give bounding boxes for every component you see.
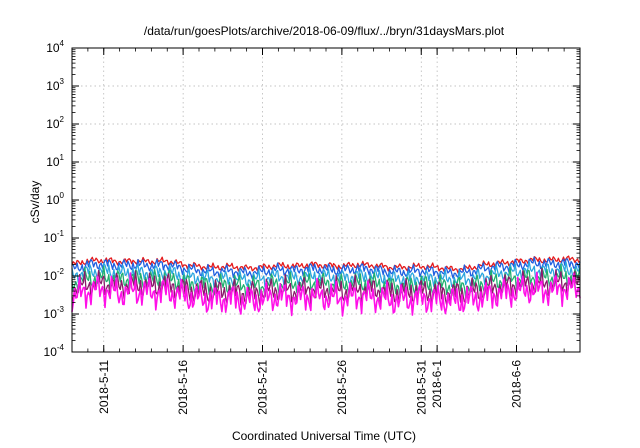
x-tick-label: 2018-5-31 <box>414 360 428 415</box>
x-tick-label: 2018-5-11 <box>97 360 111 414</box>
y-tick-label: 101 <box>46 153 64 169</box>
y-axis-ticks: 10-4 10-3 10-2 10-1 100 101 102 103 104 <box>44 39 580 359</box>
x-axis-label: Coordinated Universal Time (UTC) <box>232 429 416 443</box>
x-tick-label: 2018-6-1 <box>430 360 444 408</box>
y-tick-label: 102 <box>46 115 64 131</box>
y-tick-label: 10-4 <box>44 343 65 359</box>
x-tick-label: 2018-5-26 <box>335 360 349 415</box>
x-tick-label: 2018-6-6 <box>510 360 524 408</box>
x-tick-label: 2018-5-21 <box>256 360 270 415</box>
grid-lines <box>72 48 580 352</box>
y-tick-label: 104 <box>46 39 64 55</box>
y-tick-label: 10-3 <box>44 305 65 321</box>
x-tick-label: 2018-5-16 <box>176 360 190 415</box>
series-line <box>71 271 581 317</box>
y-tick-label: 10-1 <box>44 229 65 245</box>
series-line <box>71 263 581 299</box>
series-line <box>71 267 581 308</box>
x-axis-ticks: 2018-5-11 2018-5-16 2018-5-21 2018-5-26 2018… <box>87 48 565 415</box>
y-tick-label: 10-2 <box>44 267 65 283</box>
data-series <box>71 255 581 317</box>
series-line <box>71 261 581 289</box>
chart-title: /data/run/goesPlots/archive/2018-06-09/f… <box>144 24 505 38</box>
y-tick-label: 103 <box>46 77 64 93</box>
y-axis-label: cSv/day <box>28 181 42 224</box>
y-tick-label: 100 <box>46 191 64 207</box>
